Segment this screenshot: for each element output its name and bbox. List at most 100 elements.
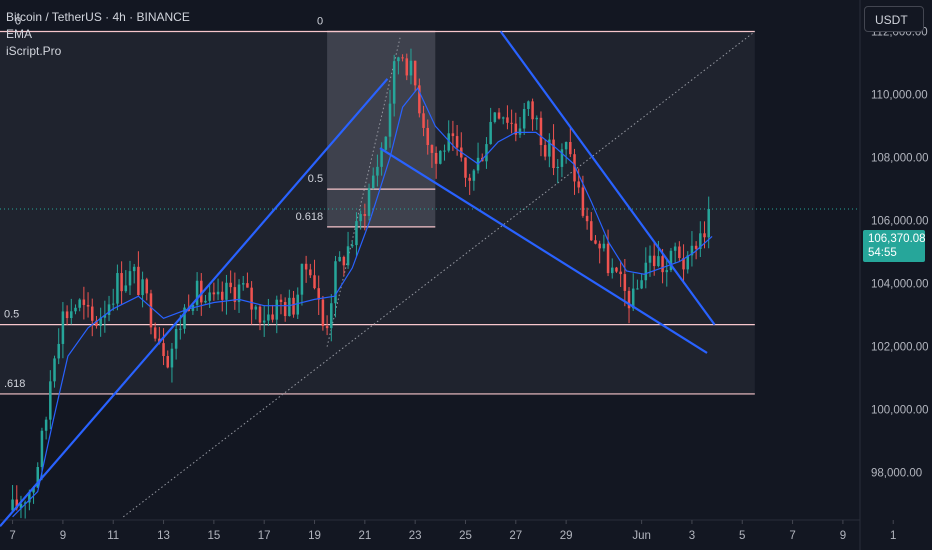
candle-body — [258, 306, 262, 323]
time-tick-label: 17 — [258, 530, 271, 542]
candle-body — [292, 297, 295, 315]
candle-body — [128, 271, 132, 286]
candle-body — [254, 306, 258, 310]
time-tick-label: 23 — [409, 530, 422, 542]
candle-body — [275, 299, 279, 320]
fib-small-label: 0.5 — [308, 173, 323, 185]
candle-body — [682, 258, 685, 270]
candle-body — [464, 157, 467, 178]
candle-body — [363, 214, 367, 216]
candle-body — [313, 275, 316, 289]
ema-series-line — [12, 87, 713, 518]
candle-body — [497, 112, 501, 119]
falling-wedge-lower — [379, 147, 708, 354]
candle-body — [590, 221, 593, 241]
candle-body — [57, 343, 60, 359]
candle-body — [28, 492, 31, 503]
candle-body — [216, 291, 220, 295]
candle-body — [606, 243, 610, 274]
candle-body — [527, 101, 530, 109]
time-tick-label: 21 — [358, 530, 371, 542]
candle-body — [577, 181, 580, 188]
falling-wedge-upper — [499, 30, 716, 326]
candle-body — [401, 57, 404, 59]
candle-body — [162, 343, 165, 357]
candle-body — [648, 255, 652, 263]
candle-body — [418, 85, 421, 114]
time-tick-label: 15 — [207, 530, 220, 542]
time-axis[interactable]: 7 9 11 13 15 17 19 21 23 25 27 29 Jun 3 5 7 9 1 — [9, 520, 896, 542]
time-tick-label: 5 — [739, 530, 745, 542]
candle-body — [61, 311, 65, 344]
candle-body — [669, 250, 673, 271]
candle-body — [200, 280, 203, 303]
candle-body — [120, 273, 123, 292]
uptrend-line — [0, 78, 389, 528]
candle-body — [325, 326, 329, 329]
symbol-title[interactable]: Bitcoin / TetherUS · 4h · BINANCE — [6, 10, 190, 24]
candle-body — [707, 208, 710, 238]
candle-body — [153, 327, 157, 339]
candle-body — [170, 348, 174, 368]
candle-body — [447, 133, 450, 151]
candle-body — [510, 122, 513, 124]
candle-body — [195, 280, 199, 305]
candle-body — [95, 320, 98, 326]
candle-body — [451, 133, 455, 137]
candle-body — [141, 279, 144, 296]
candle-body — [338, 256, 341, 262]
candle-body — [426, 127, 429, 146]
candle-body — [262, 320, 266, 323]
price-tick-label: 100,000.00 — [871, 405, 929, 417]
candle-body — [430, 145, 434, 153]
candle-body — [267, 314, 270, 321]
time-tick-label: Jun — [632, 530, 651, 542]
candle-body — [380, 149, 383, 167]
fib-levels — [0, 30, 755, 395]
candle-body — [70, 311, 73, 319]
candle-body — [623, 274, 627, 291]
candle-body — [619, 271, 622, 275]
candle-body — [208, 292, 211, 301]
candle-body — [229, 282, 232, 288]
price-tick-label: 106,000.00 — [871, 216, 929, 228]
candle-body — [531, 101, 534, 120]
candle-body — [23, 502, 27, 504]
time-tick-label: 9 — [60, 530, 66, 542]
candles — [11, 48, 710, 519]
candle-body — [204, 300, 207, 303]
trendlines[interactable] — [0, 30, 716, 528]
candle-body — [636, 288, 639, 290]
time-tick-label: 27 — [509, 530, 522, 542]
candle-body — [594, 240, 597, 244]
candle-body — [644, 262, 648, 281]
candle-body — [237, 284, 241, 302]
candle-body — [602, 243, 606, 249]
fib-labels: 0 0.5 .618 0 0.5 0.618 — [4, 16, 323, 390]
candle-body — [485, 144, 488, 162]
price-axis[interactable]: 98,000.00 100,000.00 102,000.00 104,000.00 1… — [871, 27, 929, 480]
script-label[interactable]: iScript.Pro — [6, 44, 62, 58]
fib-boxes — [0, 31, 755, 394]
candle-body — [703, 233, 706, 238]
candle-body — [468, 177, 471, 181]
time-tick-label: 11 — [107, 530, 119, 542]
candle-body — [661, 256, 664, 273]
candle-body — [443, 150, 446, 152]
candle-body — [422, 113, 425, 128]
candle-body — [221, 291, 224, 300]
candle-body — [78, 299, 81, 308]
candle-body — [585, 215, 589, 222]
candle-body — [124, 285, 128, 292]
candle-body — [149, 293, 153, 328]
candle-body — [49, 381, 52, 420]
ema-indicator-label[interactable]: EMA — [6, 27, 33, 41]
bar-countdown: 54:55 — [868, 247, 897, 259]
candle-body — [107, 304, 111, 315]
time-tick-label: 3 — [689, 530, 695, 542]
candle-body — [351, 245, 354, 247]
currency-button[interactable]: USDT — [864, 6, 924, 32]
candle-body — [657, 256, 660, 267]
candle-body — [489, 121, 492, 145]
